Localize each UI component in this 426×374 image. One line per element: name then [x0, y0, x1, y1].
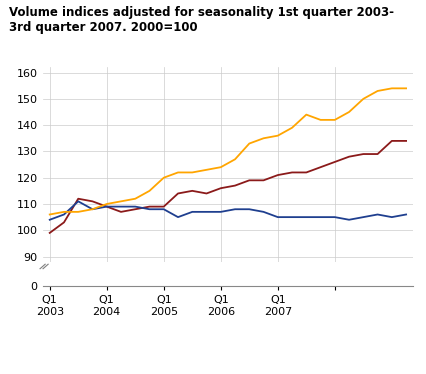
Text: Volume indices adjusted for seasonality 1st quarter 2003-
3rd quarter 2007. 2000: Volume indices adjusted for seasonality …	[9, 6, 394, 34]
